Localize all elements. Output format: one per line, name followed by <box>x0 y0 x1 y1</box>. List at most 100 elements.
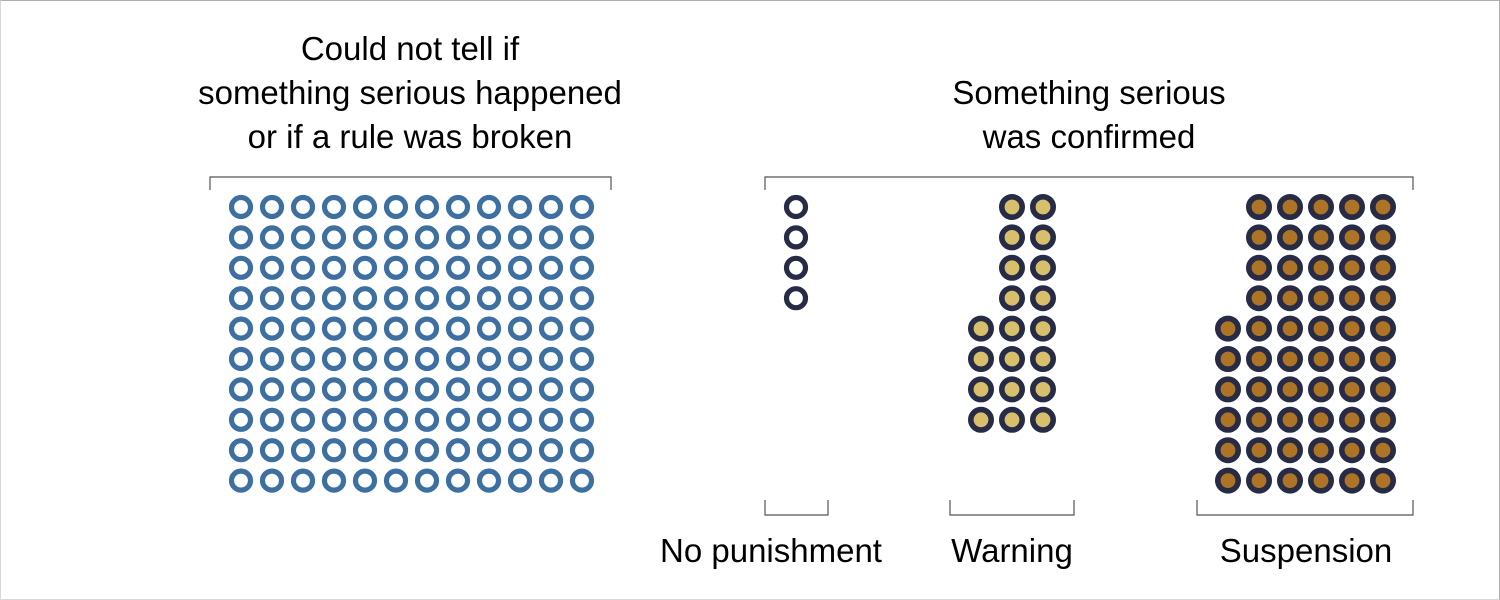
dot-unclear <box>228 255 254 280</box>
dot-warning <box>998 254 1025 281</box>
group-title-unclear-line-1: Could not tell if <box>301 30 520 67</box>
category-label-warning: Warning <box>951 532 1073 569</box>
dot-unclear <box>290 316 316 341</box>
dot-unclear <box>383 286 409 311</box>
dot-suspension <box>1308 254 1335 281</box>
dot-unclear <box>290 255 316 280</box>
dot-suspension <box>1308 437 1335 464</box>
dot-no-punishment <box>783 286 809 311</box>
dot-warning <box>1030 376 1057 403</box>
dot-unclear <box>383 225 409 250</box>
dot-unclear <box>445 225 471 250</box>
dot-warning <box>967 376 994 403</box>
dot-unclear <box>569 377 595 402</box>
dot-suspension <box>1370 194 1397 221</box>
dot-unclear <box>383 346 409 372</box>
dot-unclear <box>383 316 409 341</box>
dot-unclear <box>538 225 564 250</box>
dot-unclear <box>383 255 409 280</box>
dot-unclear <box>414 286 440 311</box>
dot-suspension <box>1277 376 1304 403</box>
dot-suspension <box>1339 376 1366 403</box>
dot-warning <box>967 345 994 372</box>
dot-no-punishment <box>783 194 809 220</box>
dot-suspension <box>1370 467 1397 494</box>
dot-unclear <box>352 194 378 220</box>
dot-unclear <box>445 377 471 402</box>
dot-suspension <box>1215 437 1242 464</box>
dot-suspension <box>1339 224 1366 251</box>
dot-suspension <box>1277 406 1304 433</box>
dot-unclear <box>259 316 285 341</box>
dot-warning <box>998 376 1025 403</box>
dot-unclear <box>476 438 502 463</box>
dot-suspension <box>1308 467 1335 494</box>
dot-unclear <box>352 225 378 250</box>
dot-suspension <box>1215 376 1242 403</box>
dot-unclear <box>414 468 440 493</box>
dot-unclear <box>507 225 533 250</box>
dot-suspension <box>1370 315 1397 342</box>
dot-suspension <box>1339 315 1366 342</box>
dot-unclear <box>569 468 595 493</box>
bracket-warning <box>949 500 1075 516</box>
dot-suspension <box>1246 467 1273 494</box>
dot-unclear <box>228 346 254 372</box>
dot-unclear <box>507 316 533 341</box>
dot-unclear <box>228 286 254 311</box>
dot-unclear <box>507 194 533 220</box>
group-title-unclear-line-3: or if a rule was broken <box>248 118 573 155</box>
dot-warning <box>998 315 1025 342</box>
dot-unclear <box>476 225 502 250</box>
dot-unclear <box>259 438 285 463</box>
dot-suspension <box>1308 315 1335 342</box>
dot-unclear <box>259 255 285 280</box>
dot-unclear <box>290 286 316 311</box>
dot-unclear <box>538 438 564 463</box>
dot-warning <box>998 224 1025 251</box>
dot-unclear <box>290 225 316 250</box>
dot-unclear <box>569 255 595 280</box>
dot-suspension <box>1370 224 1397 251</box>
dot-unclear <box>476 286 502 311</box>
dot-unclear <box>321 377 347 402</box>
dot-suspension <box>1277 285 1304 312</box>
dot-unclear <box>290 346 316 372</box>
dot-suspension <box>1339 194 1366 221</box>
group-title-confirmed-line-1: Something serious <box>952 74 1225 111</box>
dot-unclear <box>538 407 564 432</box>
dot-unclear <box>538 255 564 280</box>
dot-unclear <box>538 286 564 311</box>
dot-unclear <box>569 346 595 372</box>
dot-unclear <box>414 225 440 250</box>
dot-unclear <box>352 346 378 372</box>
dot-unclear <box>538 377 564 402</box>
dot-suspension <box>1246 224 1273 251</box>
dot-unclear <box>228 438 254 463</box>
category-label-suspension: Suspension <box>1220 532 1392 569</box>
dot-unclear <box>445 407 471 432</box>
dot-unclear <box>569 286 595 311</box>
dot-suspension <box>1246 345 1273 372</box>
dot-unclear <box>569 438 595 463</box>
dot-warning <box>998 285 1025 312</box>
dot-unclear <box>383 468 409 493</box>
dot-suspension <box>1339 285 1366 312</box>
dot-unclear <box>383 377 409 402</box>
dot-unclear <box>445 468 471 493</box>
dot-unclear <box>445 194 471 220</box>
dot-no-punishment <box>783 255 809 280</box>
dot-unclear <box>414 407 440 432</box>
dot-suspension <box>1246 194 1273 221</box>
dot-suspension <box>1308 376 1335 403</box>
dot-unclear <box>259 346 285 372</box>
dot-suspension <box>1370 345 1397 372</box>
dot-warning <box>1030 224 1057 251</box>
dot-unclear <box>321 468 347 493</box>
dot-unclear <box>476 316 502 341</box>
dot-unclear <box>290 377 316 402</box>
dot-unclear <box>259 194 285 220</box>
dot-unclear <box>228 194 254 220</box>
dot-unclear <box>414 346 440 372</box>
dot-unclear <box>259 377 285 402</box>
